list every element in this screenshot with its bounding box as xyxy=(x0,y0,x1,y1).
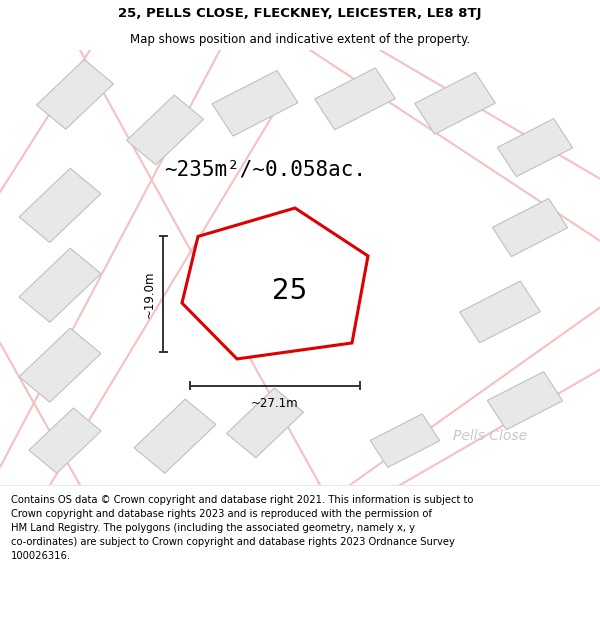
Text: ~27.1m: ~27.1m xyxy=(251,397,299,410)
Polygon shape xyxy=(460,281,541,342)
Text: 25, PELLS CLOSE, FLECKNEY, LEICESTER, LE8 8TJ: 25, PELLS CLOSE, FLECKNEY, LEICESTER, LE… xyxy=(118,8,482,21)
Polygon shape xyxy=(19,168,101,242)
Text: Map shows position and indicative extent of the property.: Map shows position and indicative extent… xyxy=(130,32,470,46)
Text: ~235m²/~0.058ac.: ~235m²/~0.058ac. xyxy=(164,160,366,180)
Polygon shape xyxy=(37,59,113,129)
Polygon shape xyxy=(487,372,563,430)
Polygon shape xyxy=(19,328,101,402)
Polygon shape xyxy=(314,68,395,130)
Polygon shape xyxy=(415,72,496,134)
Text: ~19.0m: ~19.0m xyxy=(143,271,155,318)
Polygon shape xyxy=(134,399,216,473)
Polygon shape xyxy=(29,408,101,473)
Polygon shape xyxy=(370,414,440,468)
Text: 25: 25 xyxy=(272,278,308,306)
Polygon shape xyxy=(493,199,568,257)
Polygon shape xyxy=(19,248,101,322)
Polygon shape xyxy=(497,119,572,177)
Text: Contains OS data © Crown copyright and database right 2021. This information is : Contains OS data © Crown copyright and d… xyxy=(11,495,473,561)
Polygon shape xyxy=(212,71,298,136)
Polygon shape xyxy=(227,388,304,458)
Polygon shape xyxy=(182,208,368,359)
Text: Pells Close: Pells Close xyxy=(453,429,527,443)
Polygon shape xyxy=(127,95,203,165)
